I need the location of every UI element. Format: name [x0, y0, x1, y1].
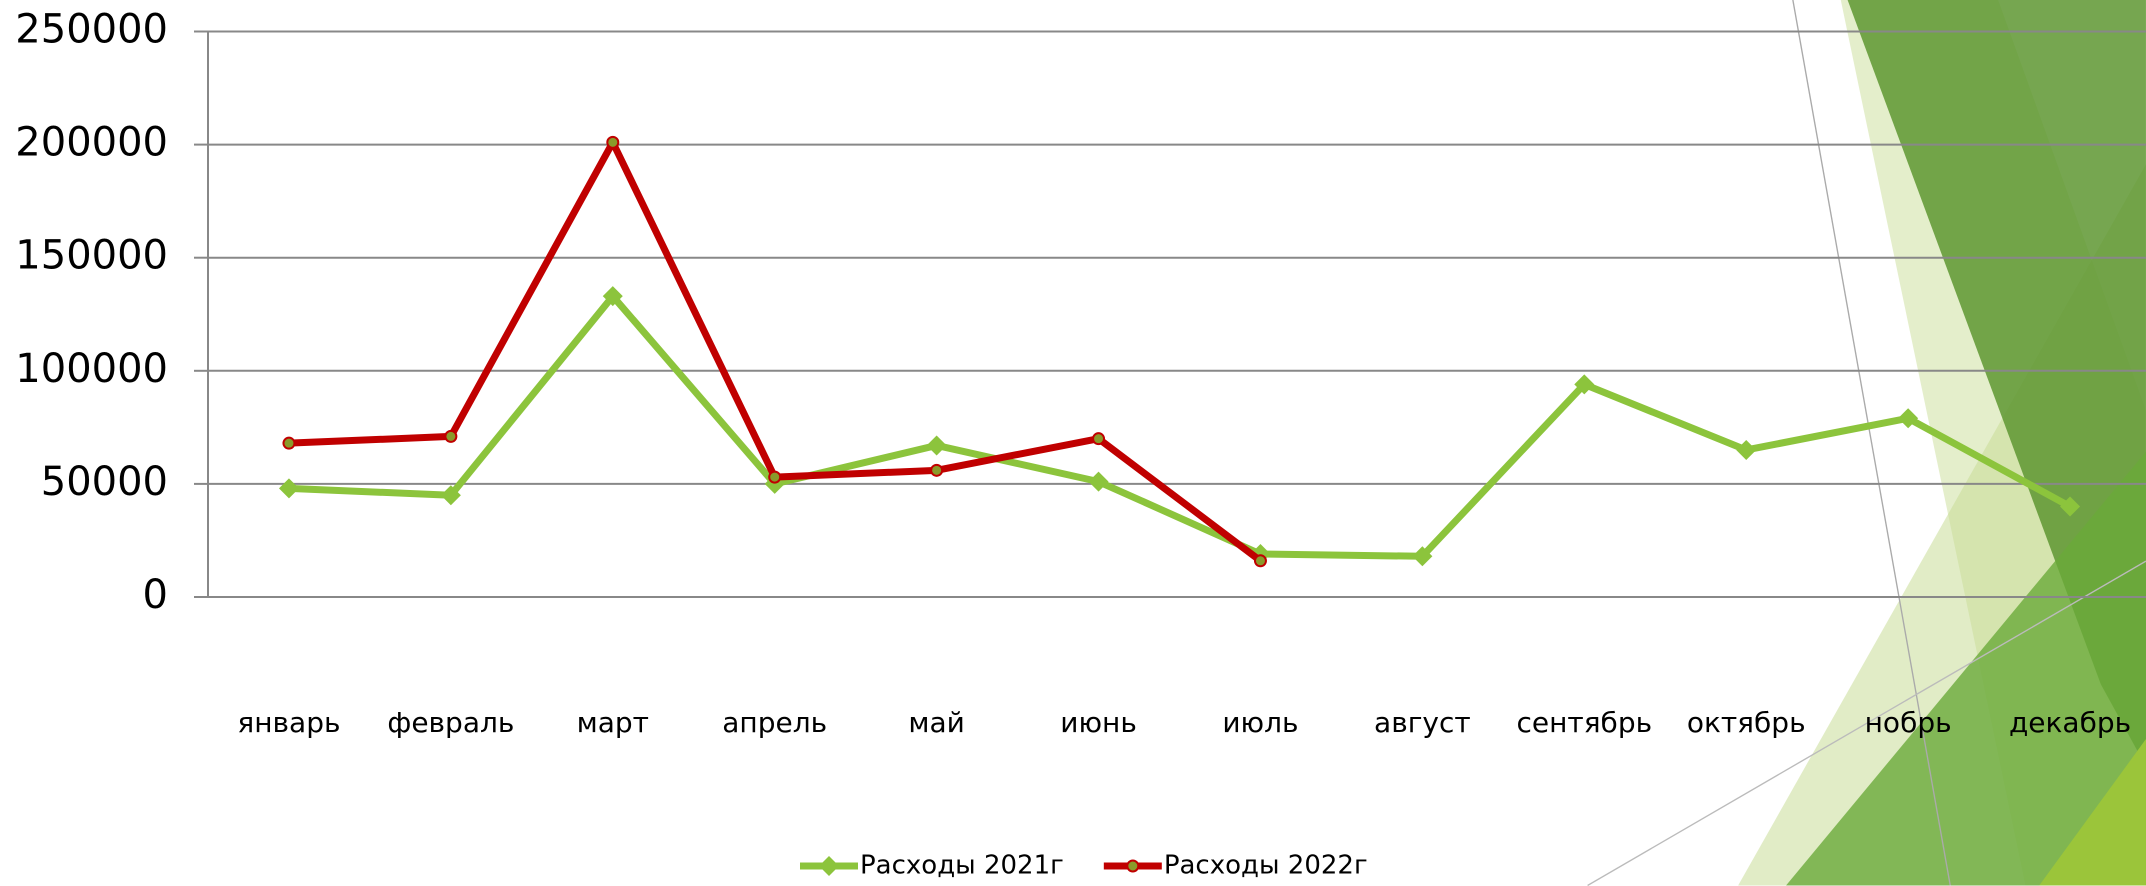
marker: [278, 478, 299, 499]
series-line: [288, 292, 2072, 560]
legend-marker: [1126, 859, 1140, 873]
marker: [1092, 432, 1106, 446]
x-tick-label: май: [908, 706, 964, 739]
y-tick-label: 200000: [15, 120, 168, 166]
marker: [1253, 554, 1267, 568]
marker: [930, 463, 944, 477]
y-tick-label: 150000: [15, 233, 168, 279]
x-tick-label: октябрь: [1687, 706, 1806, 739]
marker: [1412, 546, 1433, 567]
x-tick-label: нобрь: [1865, 706, 1952, 739]
x-tick-label: март: [577, 706, 649, 739]
x-tick-label: апрель: [722, 706, 827, 739]
legend-label: Расходы 2021г: [860, 851, 1064, 881]
legend-item: Расходы 2022г: [1103, 851, 1368, 881]
marker: [1898, 408, 1919, 429]
y-tick-label: 100000: [15, 346, 168, 392]
legend-label: Расходы 2022г: [1164, 851, 1368, 881]
marker: [602, 286, 623, 307]
y-tick-label: 0: [143, 572, 168, 618]
marker: [1736, 439, 1757, 460]
marker: [440, 485, 461, 506]
marker: [926, 435, 947, 456]
legend-marker: [819, 856, 839, 876]
series-line: [288, 138, 1263, 564]
x-tick-label: январь: [237, 706, 340, 739]
background-decoration: [1587, 0, 2146, 886]
x-tick-label: август: [1374, 706, 1471, 739]
marker: [444, 429, 458, 443]
marker: [282, 436, 296, 450]
marker: [1574, 374, 1595, 395]
legend-item: Расходы 2021г: [800, 851, 1064, 881]
x-tick-label: февраль: [387, 706, 514, 739]
x-tick-label: сентябрь: [1516, 706, 1652, 739]
x-tick-label: декабрь: [2009, 706, 2131, 739]
marker: [1088, 471, 1109, 492]
marker: [768, 470, 782, 484]
marker: [2060, 496, 2081, 517]
x-tick-label: июль: [1222, 706, 1298, 739]
y-tick-label: 250000: [15, 7, 168, 53]
x-tick-label: июнь: [1060, 706, 1137, 739]
marker: [606, 135, 620, 149]
y-tick-label: 50000: [41, 459, 168, 505]
